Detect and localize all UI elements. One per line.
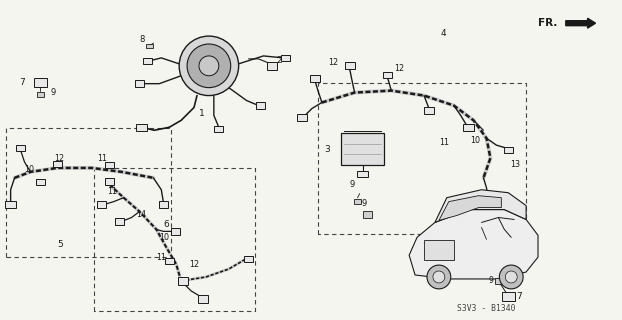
FancyBboxPatch shape	[165, 258, 174, 264]
FancyBboxPatch shape	[16, 145, 26, 151]
FancyBboxPatch shape	[501, 292, 515, 301]
FancyBboxPatch shape	[297, 114, 307, 121]
Text: 9: 9	[361, 199, 367, 208]
FancyBboxPatch shape	[37, 92, 44, 97]
Text: 9: 9	[488, 276, 493, 285]
FancyBboxPatch shape	[97, 201, 106, 208]
Text: 14: 14	[136, 210, 147, 219]
Text: 3: 3	[324, 145, 330, 154]
Text: 4: 4	[441, 28, 447, 38]
FancyBboxPatch shape	[281, 55, 290, 61]
FancyBboxPatch shape	[424, 240, 454, 260]
Polygon shape	[435, 190, 526, 222]
Text: 8: 8	[139, 35, 145, 44]
Circle shape	[433, 271, 445, 283]
FancyBboxPatch shape	[143, 58, 152, 64]
FancyBboxPatch shape	[494, 278, 502, 284]
FancyBboxPatch shape	[6, 201, 16, 208]
FancyBboxPatch shape	[424, 107, 434, 114]
FancyBboxPatch shape	[214, 126, 223, 132]
FancyBboxPatch shape	[244, 256, 253, 262]
Text: 9: 9	[50, 88, 55, 97]
FancyBboxPatch shape	[256, 102, 265, 109]
FancyBboxPatch shape	[483, 198, 494, 205]
FancyBboxPatch shape	[178, 277, 188, 285]
Text: 12: 12	[189, 260, 199, 268]
FancyBboxPatch shape	[383, 72, 392, 78]
FancyBboxPatch shape	[135, 81, 144, 87]
Text: 9: 9	[350, 180, 355, 189]
Text: 11: 11	[439, 138, 449, 147]
Text: 6: 6	[164, 220, 169, 229]
Text: S3V3 - B1340: S3V3 - B1340	[457, 304, 515, 313]
Text: 10: 10	[159, 233, 169, 242]
FancyBboxPatch shape	[34, 78, 47, 87]
FancyBboxPatch shape	[105, 162, 114, 168]
FancyArrow shape	[566, 18, 595, 28]
Circle shape	[187, 44, 231, 88]
Text: 11: 11	[97, 154, 107, 163]
FancyBboxPatch shape	[115, 218, 124, 225]
FancyBboxPatch shape	[358, 171, 368, 177]
FancyBboxPatch shape	[53, 161, 62, 167]
FancyBboxPatch shape	[198, 295, 208, 303]
FancyBboxPatch shape	[35, 179, 45, 185]
Polygon shape	[409, 210, 538, 279]
Circle shape	[179, 36, 239, 96]
Text: 10: 10	[471, 136, 481, 145]
FancyBboxPatch shape	[170, 228, 180, 235]
Text: 12: 12	[54, 154, 64, 163]
FancyBboxPatch shape	[463, 124, 474, 131]
Text: 12: 12	[394, 64, 404, 73]
Circle shape	[199, 56, 219, 76]
FancyBboxPatch shape	[136, 124, 147, 131]
Text: 13: 13	[510, 160, 520, 170]
FancyBboxPatch shape	[504, 147, 513, 153]
FancyBboxPatch shape	[341, 133, 384, 165]
Text: 12: 12	[328, 58, 338, 67]
Text: 5: 5	[57, 240, 63, 249]
Text: 7: 7	[20, 78, 26, 87]
FancyBboxPatch shape	[345, 62, 355, 69]
FancyBboxPatch shape	[159, 201, 168, 208]
FancyBboxPatch shape	[146, 44, 152, 48]
FancyBboxPatch shape	[267, 62, 277, 70]
FancyBboxPatch shape	[363, 211, 372, 218]
Text: FR.: FR.	[539, 18, 558, 28]
Circle shape	[505, 271, 518, 283]
Text: 11: 11	[156, 253, 166, 262]
Circle shape	[499, 265, 523, 289]
Text: 11: 11	[107, 187, 117, 196]
Text: 2: 2	[276, 56, 282, 65]
Circle shape	[427, 265, 451, 289]
Text: 10: 10	[24, 165, 34, 174]
Text: 7: 7	[516, 292, 522, 301]
Text: 1: 1	[199, 109, 205, 118]
FancyBboxPatch shape	[354, 199, 361, 204]
FancyBboxPatch shape	[105, 178, 114, 186]
FancyBboxPatch shape	[310, 75, 320, 82]
Polygon shape	[439, 196, 501, 220]
